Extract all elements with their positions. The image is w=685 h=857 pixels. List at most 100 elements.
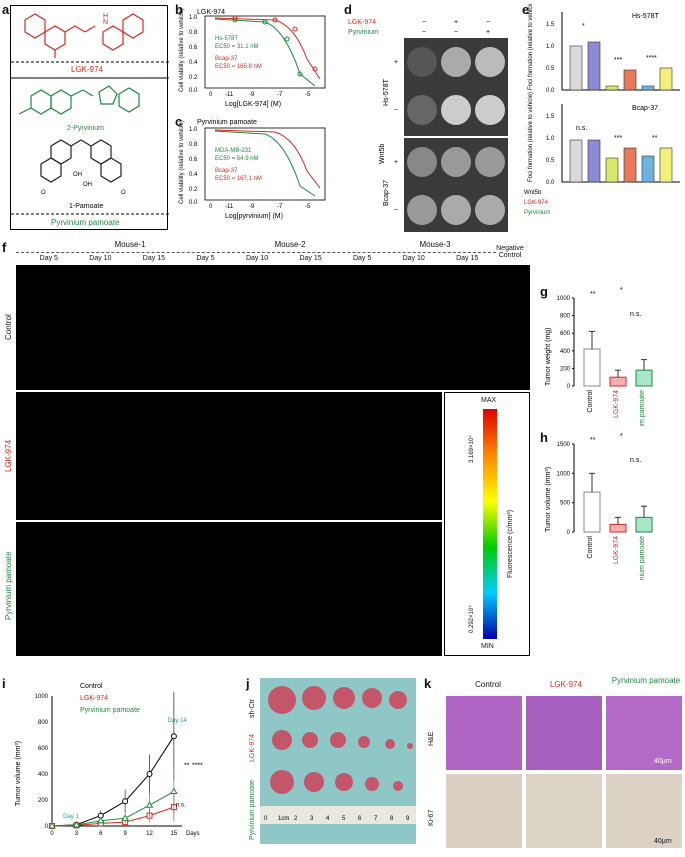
- y-tick-label: 0: [567, 384, 571, 390]
- svg-text:+: +: [486, 29, 490, 36]
- c-title: Pyrvinium pamoate: [197, 119, 257, 126]
- svg-text:LGK-974: LGK-974: [524, 200, 549, 206]
- sig-label: *: [620, 433, 623, 440]
- wells: [407, 47, 505, 225]
- series-line: [51, 791, 175, 827]
- svg-text:0.4: 0.4: [189, 172, 198, 178]
- mouse2-header: Mouse-2: [274, 240, 306, 249]
- y-axis-label: Tumor weight (mg): [545, 328, 552, 386]
- amide-h: H: [103, 13, 108, 20]
- d-pyr-label: Pyrvinium: [348, 29, 379, 36]
- svg-text:Bcap-37: Bcap-37: [632, 105, 658, 112]
- panel-a-label: a: [2, 2, 10, 17]
- svg-text:1.0: 1.0: [189, 15, 198, 21]
- svg-text:***: ***: [614, 135, 622, 142]
- y-tick-label: 200: [560, 366, 571, 372]
- svg-text:0.0: 0.0: [546, 180, 555, 186]
- panel-e: Hs-578T Bcap-37 1.5 1.0 0.5 0.0 1.5 1.0 0.5 0.…: [522, 0, 684, 236]
- lgk974-structure: [24, 13, 144, 58]
- svg-text:1.0: 1.0: [546, 136, 555, 142]
- legend-label: Control: [80, 683, 103, 690]
- bar: [583, 348, 601, 387]
- c-series2: Bcap-37: [215, 168, 238, 174]
- svg-text:1.0: 1.0: [189, 127, 198, 133]
- y-tick-label: 200: [38, 798, 49, 804]
- svg-text:0: 0: [264, 816, 268, 822]
- svg-text:+: +: [394, 59, 398, 66]
- panel-f: Mouse-1 Mouse-2 Mouse-3 Day 5 Day 10 Day 1…: [4, 240, 530, 658]
- sig-label: n.s.: [630, 311, 641, 318]
- svg-text:-11: -11: [225, 92, 234, 98]
- x-tick-label: 12: [146, 831, 153, 837]
- b-series2: Bcap-37: [215, 56, 238, 62]
- colorbar-box: MAX MIN 3.169×10⁴ 0.292×10⁴ Fluorescence…: [444, 392, 530, 656]
- svg-text:n.s.: n.s.: [576, 125, 587, 132]
- x-tick-label: 6: [99, 831, 103, 837]
- svg-text:Foci formation (relative to ve: Foci formation (relative to vehicle): [528, 92, 534, 182]
- pamoate-caption: 1-Pamoate: [69, 203, 103, 210]
- y-axis-label: Tumor volume (mm³): [15, 741, 22, 806]
- data-point: [96, 816, 105, 824]
- svg-text:Hs-578T: Hs-578T: [632, 13, 660, 20]
- pamoate-structure: [40, 139, 122, 183]
- b-title: LGK-974: [197, 9, 225, 16]
- row-label-lgk: LGK-974: [4, 439, 13, 472]
- panel-j: 0 1cm 2 3 4 5 6 7 8 9: [260, 678, 416, 844]
- j-row-lgk: LGK-974: [249, 733, 256, 762]
- svg-text:−: −: [422, 19, 426, 26]
- d-cellB: Bcap-37: [383, 180, 390, 206]
- d-cellA: Hs-578T: [383, 78, 390, 106]
- annotation: n.s.: [176, 803, 186, 809]
- svg-text:0.6: 0.6: [189, 45, 198, 51]
- y-tick-label: 400: [38, 772, 49, 778]
- svg-text:-5: -5: [305, 92, 311, 98]
- svg-text:5: 5: [342, 816, 346, 822]
- svg-text:-11: -11: [225, 204, 234, 210]
- foci-plates: LGK-974 Pyrvinium − + − − − + + − + − Hs-578T B…: [348, 19, 508, 232]
- panel-i-label: i: [2, 676, 6, 691]
- y-tick-label: 600: [560, 331, 571, 337]
- y-axis-label: Tumor volume (mm³): [545, 467, 552, 532]
- svg-text:-9: -9: [249, 204, 255, 210]
- panel-c: Pyrvinium pamoate 1.0 0.8 0.6 0.4 0.2 0.0 0 -1…: [175, 116, 335, 232]
- panel-i: 0 200 400 600 800 1000 0 3 6 9 12 15 Days Tumor volum…: [10, 676, 240, 852]
- dose-response-c: Pyrvinium pamoate 1.0 0.8 0.6 0.4 0.2 0.0 0 -1…: [179, 119, 326, 220]
- panel-g-label: g: [540, 284, 548, 299]
- panel-k-label: k: [424, 676, 432, 691]
- panel-d: LGK-974 Pyrvinium − + − − − + + − + − Hs-578T B…: [344, 14, 514, 234]
- y-tick-label: 0: [45, 824, 49, 830]
- foci-bars: Hs-578T Bcap-37 1.5 1.0 0.5 0.0 1.5 1.0 0.5 0.…: [524, 0, 680, 216]
- mice-row-pyr: [16, 522, 442, 656]
- bar: [609, 376, 627, 387]
- svg-text:Wnt5b: Wnt5b: [524, 190, 542, 196]
- svg-text:Pyrvinium: Pyrvinium: [524, 210, 550, 216]
- c-series1: MDA-MB-231: [215, 148, 252, 154]
- svg-text:6: 6: [358, 816, 362, 822]
- legend-label: Pyrvinium pamoate: [80, 707, 140, 714]
- svg-text:−: −: [394, 107, 398, 114]
- b-series1: Hs-578T: [215, 36, 238, 42]
- svg-text:7: 7: [374, 816, 378, 822]
- svg-text:0.8: 0.8: [189, 30, 198, 36]
- svg-text:+: +: [454, 19, 458, 26]
- annotation: Day 1: [63, 814, 79, 820]
- tumor-photo: 0 1cm 2 3 4 5 6 7 8 9: [260, 686, 416, 824]
- data-point: [170, 733, 177, 740]
- svg-text:0: 0: [209, 204, 213, 210]
- svg-text:**: **: [652, 135, 658, 142]
- mouse1-header: Mouse-1: [114, 240, 146, 249]
- svg-text:0.2: 0.2: [189, 187, 198, 193]
- o-left: O: [41, 190, 46, 196]
- svg-text:****: ****: [646, 55, 657, 62]
- x-tick-label: 15: [171, 831, 178, 837]
- bar: [583, 491, 601, 533]
- x-tick-label: 9: [123, 831, 127, 837]
- svg-text:−: −: [454, 29, 458, 36]
- annotation: ****: [192, 763, 203, 770]
- bar: [635, 516, 653, 533]
- svg-text:Foci formation (relative to ve: Foci formation (relative to vehicle): [528, 4, 534, 90]
- pyrvinium-pamoate-caption: Pyrvinium pamoate: [51, 218, 120, 227]
- panel-b: LGK-974 1.0 0.8 0.6 0.4 0.2 0.0 0 -11 -9 -7 -5 Hs…: [175, 4, 335, 114]
- mice-row-lgk: [16, 392, 442, 520]
